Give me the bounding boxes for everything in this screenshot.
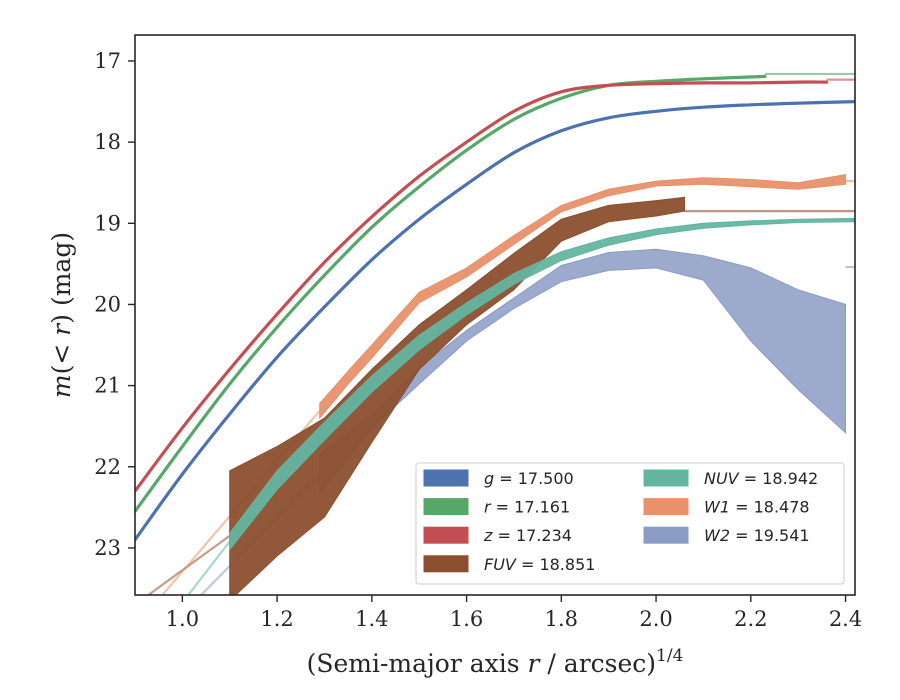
series-fuv-band: [229, 196, 685, 595]
legend-swatch-fuv: [423, 555, 469, 573]
series-nuv-inner-extension: [186, 540, 231, 595]
legend-swatch-r: [423, 498, 469, 516]
legend-label-fuv: FUV = 18.851: [484, 555, 595, 574]
x-tick-label: 1.0: [166, 607, 199, 631]
legend-label-z: z = 17.234: [483, 526, 572, 545]
x-axis-label: (Semi-major axis r / arcsec)1/4: [307, 646, 684, 678]
y-tick-label: 22: [94, 455, 121, 479]
legend-swatch-g: [423, 469, 469, 487]
plot-frame: [134, 34, 856, 596]
y-tick-label: 23: [94, 536, 121, 560]
legend-label-g: g = 17.500: [484, 469, 574, 488]
legend-swatch-w2: [643, 526, 689, 544]
series-r-line: [135, 74, 767, 513]
x-tick-label: 1.4: [355, 607, 388, 631]
series-g-line: [135, 100, 855, 542]
series-z-line: [135, 80, 829, 493]
x-tick-label: 1.8: [545, 607, 578, 631]
legend-label-w2: W2 = 19.541: [704, 526, 810, 545]
series-nuv-band: [229, 217, 855, 552]
x-tick-label: 1.2: [260, 607, 293, 631]
y-tick-label: 21: [94, 374, 121, 398]
legend-label-r: r = 17.161: [484, 498, 570, 517]
y-tick-label: 18: [94, 130, 121, 154]
legend-swatch-w1: [643, 498, 689, 516]
legend-frame: [415, 462, 845, 585]
y-tick-label: 20: [94, 292, 121, 316]
y-tick-label: 17: [94, 49, 121, 73]
legend-label-w1: W1 = 18.478: [704, 498, 810, 517]
series-w1-band: [319, 174, 846, 420]
legend-swatch-z: [423, 526, 469, 544]
series-layer: [135, 72, 855, 595]
x-tick-label: 2.0: [639, 607, 672, 631]
legend-swatch-nuv: [643, 469, 689, 487]
y-axis-ticks: 17 18 19 20 21 22 23: [94, 49, 135, 560]
y-tick-label: 19: [94, 211, 121, 235]
x-tick-label: 2.4: [829, 607, 862, 631]
series-w2-band: [319, 248, 846, 496]
x-tick-label: 2.2: [734, 607, 767, 631]
legend-label-nuv: NUV = 18.942: [704, 469, 818, 488]
legend: g = 17.500 r = 17.161 z = 17.234 FUV = 18.8…: [415, 462, 845, 585]
y-axis-label: m(< r) (mag): [47, 232, 76, 398]
x-axis-ticks: 1.0 1.2 1.4 1.6 1.8 2.0 2.2 2.4: [166, 595, 862, 631]
x-tick-label: 1.6: [450, 607, 483, 631]
